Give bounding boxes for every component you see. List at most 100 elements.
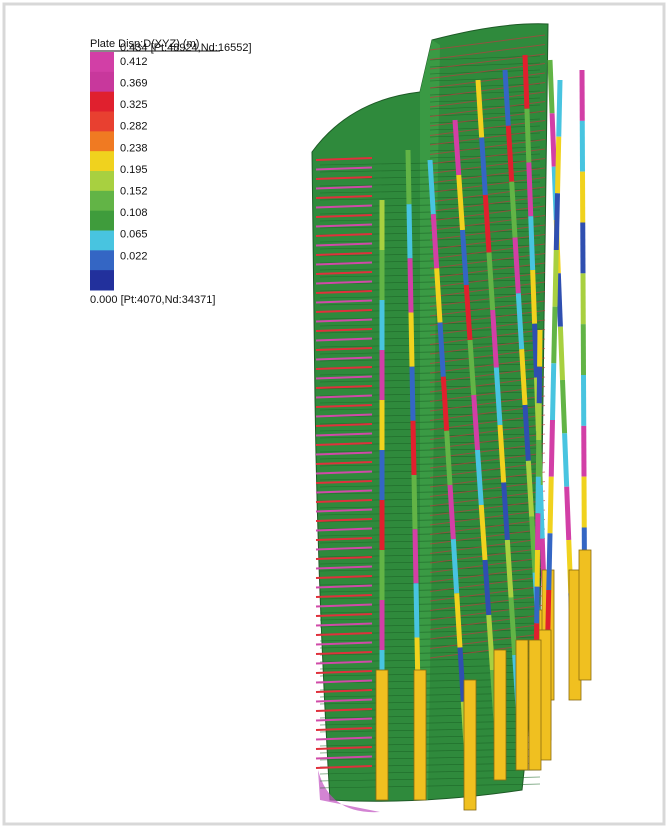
floor-line [319,349,541,355]
legend-swatch [90,250,114,271]
column-segment [482,559,492,616]
slab-edge [315,290,373,294]
legend-swatch [90,230,114,251]
building-model [311,23,592,813]
column-segment [490,309,499,368]
floor-line [319,594,541,600]
slab-edge-back [429,357,546,374]
slab-edge [315,233,373,237]
slab-edge [315,195,373,199]
floor-line [319,545,541,551]
column-segment [530,269,538,324]
slab-edge [315,527,373,532]
legend-label: 0.022 [120,250,148,262]
floor-line [319,209,541,215]
column-segment [412,529,419,584]
slab-edge [315,166,373,171]
floor-line [319,433,541,439]
column-segment [562,433,570,487]
slab-edge-back [429,300,546,317]
slab-edge [315,214,373,218]
legend-label: 0.108 [120,207,148,219]
pier [413,669,427,801]
column-segment [479,137,488,196]
slab-edge-back [429,519,546,535]
slab-edge [315,717,373,722]
slab-edge [315,356,373,361]
column-segment [553,193,560,251]
slab-edge [315,413,373,418]
column-segment [556,79,563,137]
legend-min-label: 0.000 [Pt:4070,Nd:34371] [90,294,215,306]
slab-edge [315,394,373,399]
floor-line [319,300,541,306]
legend-swatch [90,91,114,112]
slab-edge [315,223,373,228]
slab-edge-back [429,547,546,564]
pier [578,549,592,681]
legend-swatch [90,210,114,231]
legend: Plate Disp:D(XYZ) (m) 0.434 [Pt:48924,Nd… [90,38,252,306]
column-segment [452,119,462,176]
column-segment [447,484,456,540]
slab-edge [315,765,373,769]
legend-swatch [90,270,114,291]
slab-edge [315,318,373,323]
slab-edge-back [429,329,546,345]
column-segment [522,404,531,461]
slab-edge [315,651,373,655]
slab-edge [315,347,373,351]
floor-line [319,643,541,649]
column-segment [537,484,545,539]
column-segment [564,486,572,541]
legend-label: 0.238 [120,142,148,154]
floor-line [319,517,541,523]
column-segment [427,159,436,215]
column-segment [547,59,555,114]
column-segment [440,376,450,431]
floor-line [319,587,541,593]
floor-line [319,356,541,362]
floor-line [319,426,541,432]
slab-edge [315,632,373,636]
floor-line [429,111,541,117]
column-segment [502,69,511,126]
column-segment [550,363,557,421]
column-segment [406,204,413,259]
column-segment [547,476,554,534]
slab-edge-back [429,509,546,526]
floor-line [429,139,541,145]
legend-swatch [90,190,114,212]
column-segment [546,533,553,591]
floor-line [319,783,541,789]
base-slab [318,770,380,813]
slab-edge [315,508,373,513]
column-segment [463,284,473,341]
slab-edge-back [429,310,546,326]
column-segment [551,306,558,364]
slab-edge [315,470,373,475]
slab-edge [315,280,373,285]
column-segment [525,460,535,517]
column-segment [528,216,536,271]
column-segment [512,237,521,294]
slab-edge [315,299,373,304]
slab-edge [315,480,373,484]
column-segment [460,229,469,286]
column-segment [508,597,518,656]
floor-line [319,608,541,614]
slab-edge [315,670,373,674]
slab-edge [315,261,373,266]
floor-line [319,377,541,383]
slab-edge-back [429,319,546,336]
floor-line [319,622,541,628]
slab-edge-back [429,148,546,165]
slab-edge [315,404,373,408]
column-segment [549,113,557,167]
pier [515,639,529,771]
column-segment [413,583,420,638]
column-segment [519,349,528,406]
column-segment [411,474,418,530]
slab-edge-back [429,34,546,51]
